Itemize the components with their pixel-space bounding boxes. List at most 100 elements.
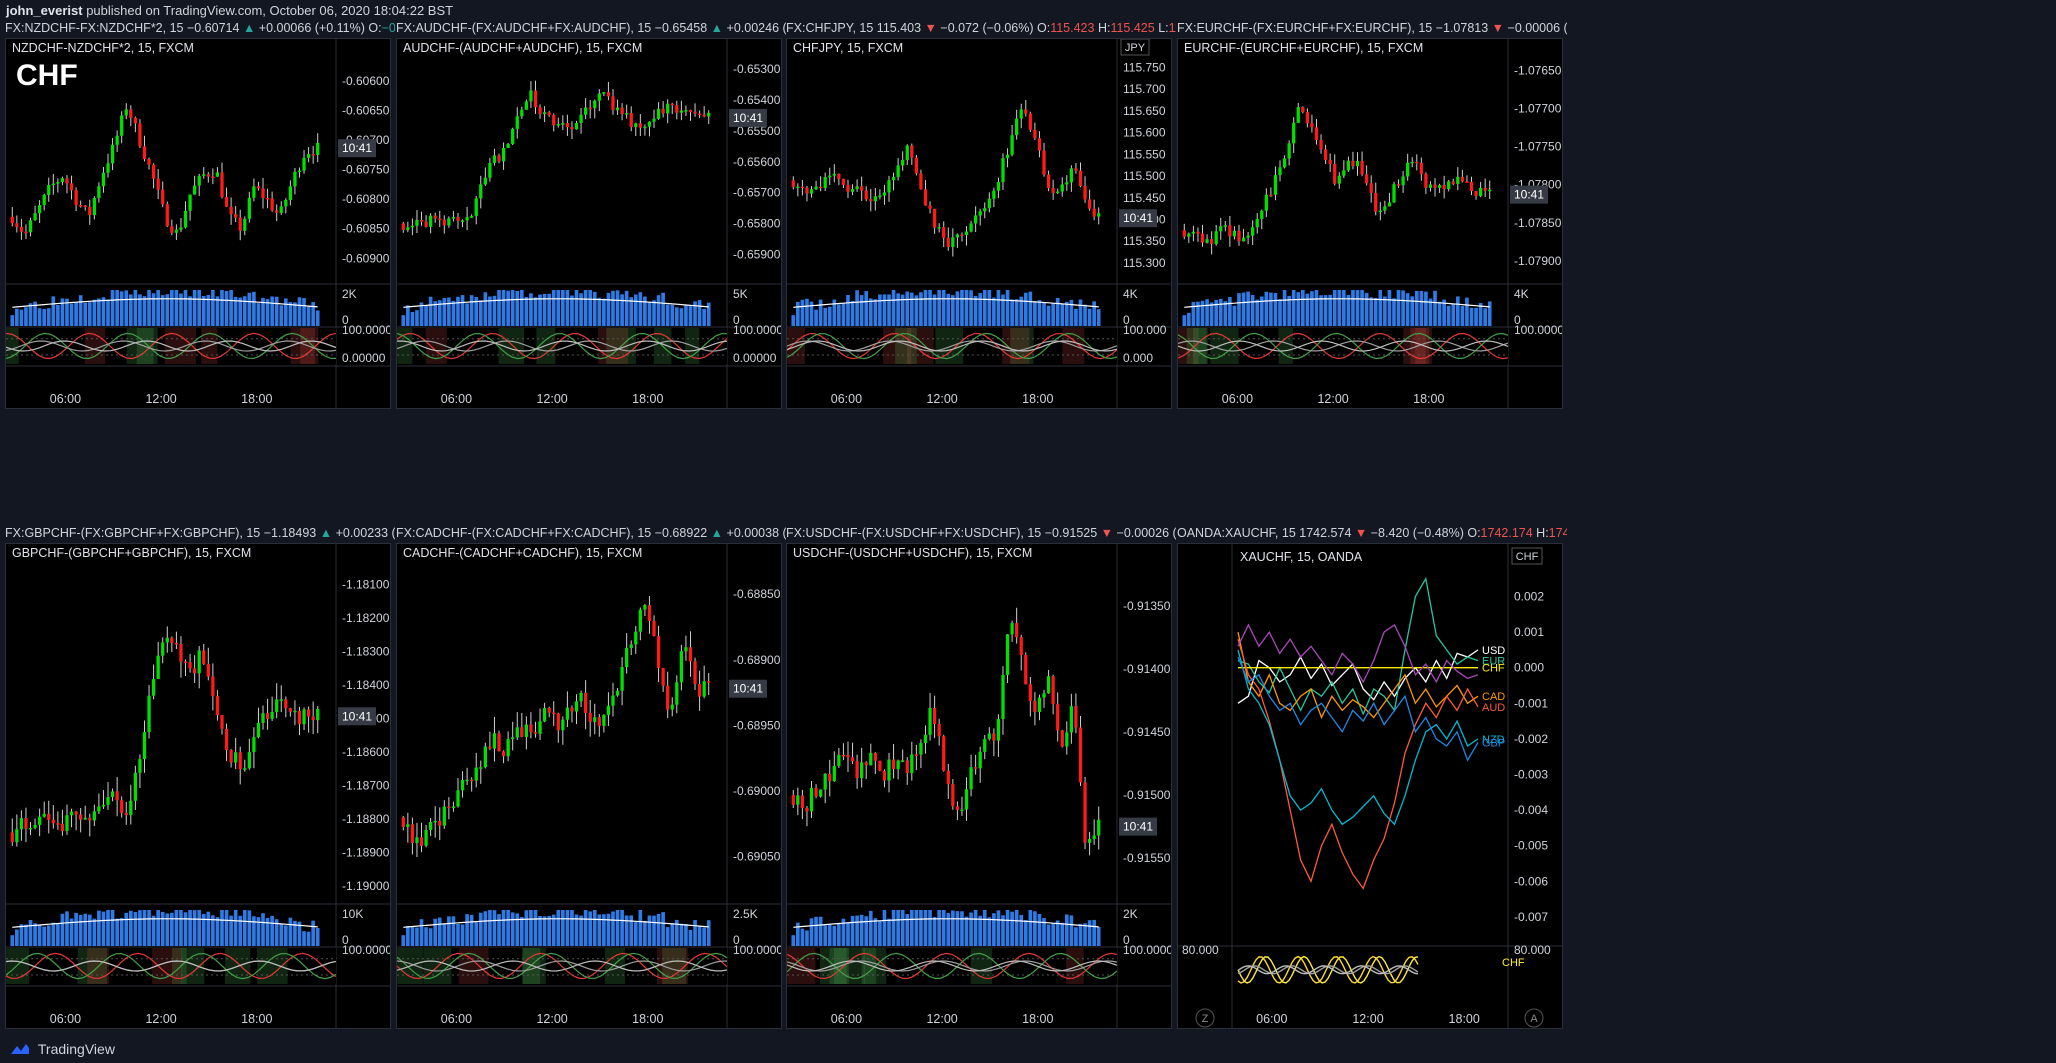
chart-pane-eurchf[interactable]: -1.07650 -1.07700 -1.07750 -1.07800 -1.07850… bbox=[1177, 38, 1563, 409]
volume-bar bbox=[864, 291, 869, 326]
candlestick-chart[interactable]: -0.65300 -0.65400 -0.65500 -0.65600 -0.65700… bbox=[397, 39, 782, 409]
volume-bar bbox=[106, 910, 110, 946]
volume-bar bbox=[850, 301, 855, 326]
price-axis-label: 115.750 bbox=[1123, 60, 1166, 74]
candle bbox=[1005, 154, 1010, 159]
symbol-header[interactable]: FX:GBPCHF-(FX:GBPCHF+FX:GBPCHF), 15 −1.1… bbox=[5, 523, 395, 543]
price-axis-label: -1.07850 bbox=[1514, 216, 1562, 230]
volume-bar bbox=[1442, 299, 1446, 326]
oscillator-line bbox=[787, 332, 1118, 360]
candlestick-chart[interactable]: -0.60600-0.60650-0.60700-0.60750-0.60800… bbox=[6, 39, 391, 409]
candle bbox=[914, 157, 919, 174]
candle bbox=[588, 713, 592, 722]
volume-bar bbox=[542, 293, 547, 326]
volume-bar bbox=[442, 924, 447, 946]
arrow-down-icon: ▼ bbox=[924, 21, 937, 35]
volume-bar bbox=[256, 303, 261, 326]
volume-bar bbox=[492, 910, 497, 946]
author-name[interactable]: john_everist bbox=[6, 3, 83, 18]
candlestick-chart[interactable]: -0.91350 -0.91400 -0.91450 -0.91500 -0.91550… bbox=[787, 544, 1172, 1029]
candle bbox=[1037, 697, 1042, 713]
oscillator-line bbox=[397, 952, 728, 980]
time-axis-label: 18:00 bbox=[241, 392, 272, 406]
candle bbox=[151, 164, 156, 179]
volume-bar bbox=[151, 915, 156, 946]
candlestick-chart[interactable]: 115.750 115.700 115.650 115.600 115.550 115.5… bbox=[787, 39, 1172, 409]
volume-bar bbox=[229, 915, 233, 946]
candle bbox=[265, 713, 270, 719]
publish-info: published on TradingView.com, October 06… bbox=[82, 3, 454, 18]
chart-title: XAUCHF, 15, OANDA bbox=[1240, 550, 1363, 564]
tradingview-logo-icon[interactable] bbox=[10, 1042, 30, 1056]
candle bbox=[1383, 206, 1387, 211]
chart-pane-nzdchf[interactable]: -0.60600-0.60650-0.60700-0.60750-0.60800… bbox=[5, 38, 391, 409]
candle bbox=[809, 787, 814, 812]
volume-bar bbox=[1296, 292, 1301, 326]
symbol-header[interactable]: FX:USDCHF-(FX:USDCHF+FX:USDCHF), 15 −0.9… bbox=[786, 523, 1176, 543]
arrow-down-icon: ▼ bbox=[1354, 526, 1368, 540]
volume-bar bbox=[1014, 299, 1019, 326]
candlestick-chart[interactable]: -1.07650-1.07700-1.07750-1.07800-1.07850… bbox=[1178, 39, 1563, 409]
volume-bar bbox=[1332, 290, 1337, 326]
volume-axis-label: 0 bbox=[733, 933, 740, 947]
candle bbox=[220, 715, 224, 729]
candle bbox=[647, 121, 652, 127]
candle bbox=[433, 215, 437, 219]
volume-bar bbox=[428, 296, 433, 326]
chart-pane-xauchf[interactable]: XAUCHF, 15, OANDA CHF 0.002 0.001 0.000 -0.00… bbox=[1177, 543, 1563, 1029]
candlestick-chart[interactable]: -0.68850 -0.68900 -0.68950 -0.69000 -0.69050… bbox=[397, 544, 782, 1029]
volume-bar bbox=[960, 911, 964, 946]
volume-bar bbox=[1337, 290, 1342, 326]
price-axis-label: 115.600 bbox=[1123, 126, 1166, 140]
volume-bar bbox=[855, 290, 859, 326]
volume-axis-label: 4K bbox=[1123, 287, 1138, 301]
oscillator-band bbox=[1062, 328, 1085, 364]
candle bbox=[1296, 107, 1300, 123]
volume-bar bbox=[224, 290, 229, 326]
zoom-button[interactable] bbox=[1195, 1008, 1215, 1028]
chart-pane-audchf[interactable]: -0.65300 -0.65400 -0.65500 -0.65600 -0.65700… bbox=[396, 38, 782, 409]
oscillator-line bbox=[1178, 340, 1509, 352]
candle bbox=[1415, 161, 1419, 164]
chart-pane-cadchf[interactable]: -0.68850 -0.68900 -0.68950 -0.69000 -0.69050… bbox=[396, 543, 782, 1029]
volume-bar bbox=[1300, 290, 1305, 326]
comparison-line-chart[interactable]: XAUCHF, 15, OANDA CHF 0.002 0.001 0.000 -0.00… bbox=[1178, 544, 1563, 1029]
chart-pane-chfjpy[interactable]: 115.750 115.700 115.650 115.600 115.550 115.5… bbox=[786, 38, 1172, 409]
volume-bar bbox=[818, 916, 823, 946]
symbol-header[interactable]: FX:CHFJPY, 15 115.403 ▼ −0.072 (−0.06%) … bbox=[786, 18, 1176, 38]
candle bbox=[983, 739, 987, 752]
chart-pane-gbpchf[interactable]: -1.18100-1.18200-1.18300-1.18400-1.18500… bbox=[5, 543, 391, 1029]
candle bbox=[860, 762, 864, 779]
symbol-header[interactable]: FX:CADCHF-(FX:CADCHF+FX:CADCHF), 15 −0.6… bbox=[396, 523, 786, 543]
tradingview-brand[interactable]: TradingView bbox=[37, 1041, 115, 1057]
volume-bar bbox=[973, 910, 978, 946]
volume-bar bbox=[800, 928, 805, 946]
candlestick-chart[interactable]: -1.18100-1.18200-1.18300-1.18400-1.18500… bbox=[6, 544, 391, 1029]
candle bbox=[1465, 181, 1469, 183]
candle bbox=[964, 231, 969, 236]
volume-bar bbox=[270, 915, 274, 946]
time-axis-label: 12:00 bbox=[1352, 1012, 1383, 1026]
candle bbox=[1246, 235, 1250, 238]
volume-bar bbox=[37, 925, 42, 946]
candle bbox=[832, 765, 836, 782]
candle bbox=[542, 708, 547, 722]
auto-scale-button[interactable] bbox=[1524, 1008, 1544, 1028]
volume-ma-line bbox=[793, 918, 1099, 928]
volume-bar bbox=[855, 915, 859, 946]
candle bbox=[1378, 210, 1382, 213]
volume-bar bbox=[101, 911, 106, 946]
volume-bar bbox=[900, 294, 905, 326]
candle bbox=[1087, 838, 1092, 843]
volume-axis-label: 10K bbox=[342, 907, 363, 921]
symbol-header[interactable]: OANDA:XAUCHF, 15 1742.574 ▼ −8.420 (−0.4… bbox=[1177, 523, 1567, 543]
symbol-header[interactable]: FX:NZDCHF-FX:NZDCHF*2, 15 −0.60714 ▲ +0.… bbox=[5, 18, 395, 38]
volume-bar bbox=[1033, 911, 1037, 946]
candle bbox=[928, 708, 932, 735]
volume-bar bbox=[923, 290, 928, 326]
symbol-header[interactable]: FX:EURCHF-(FX:EURCHF+FX:EURCHF), 15 −1.0… bbox=[1177, 18, 1567, 38]
chart-pane-usdchf[interactable]: -0.91350 -0.91400 -0.91450 -0.91500 -0.91550… bbox=[786, 543, 1172, 1029]
symbol-header[interactable]: FX:AUDCHF-(FX:AUDCHF+FX:AUDCHF), 15 −0.6… bbox=[396, 18, 786, 38]
volume-bar bbox=[1078, 923, 1083, 946]
volume-bar bbox=[1069, 915, 1074, 946]
